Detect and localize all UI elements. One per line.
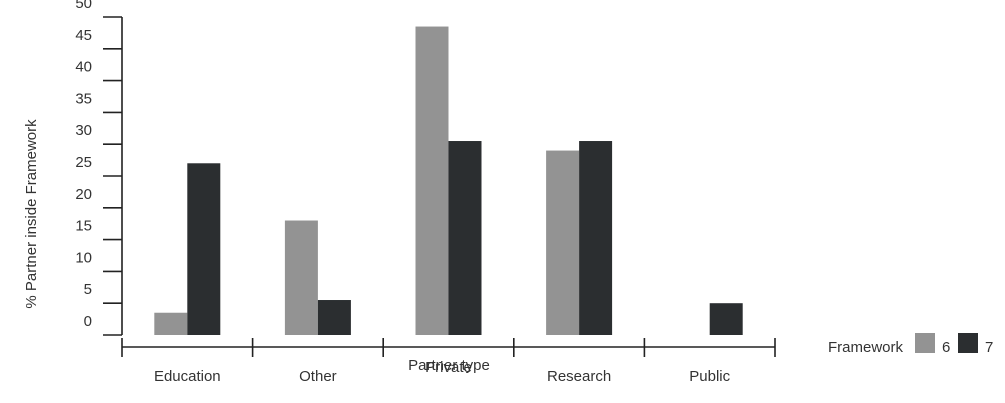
bar-series-6-other [284, 220, 318, 335]
legend-label-6: 6 [942, 339, 950, 356]
legend-title: Framework [828, 339, 904, 356]
y-tick-label: 25 [75, 154, 92, 171]
y-tick-label: 10 [75, 249, 92, 266]
bar-series-7-research [579, 141, 613, 335]
bar-series-7-education [187, 163, 221, 335]
legend-swatch-7 [958, 333, 978, 353]
legend-swatch-6 [915, 333, 935, 353]
y-tick-label: 20 [75, 186, 92, 203]
y-axis-title: % Partner inside Framework [23, 119, 40, 309]
bar-series-7-public [709, 303, 743, 335]
x-axis-title: Partner type [408, 357, 490, 374]
legend-label-7: 7 [985, 339, 993, 356]
bar-series-6-research [546, 150, 580, 335]
x-axis: Education Other Private Research Public [121, 338, 776, 385]
x-tick-label: Private [425, 359, 472, 376]
bar-series-6-private [415, 26, 449, 335]
y-tick-label: 30 [75, 122, 92, 139]
y-axis: 0 5 10 15 20 25 30 35 40 45 50 [75, 0, 123, 336]
y-tick-label: 35 [75, 90, 92, 107]
bar-series-7-other [317, 300, 351, 335]
legend: Framework 6 7 [828, 333, 993, 356]
y-tick-label: 50 [75, 0, 92, 12]
y-tick-label: 5 [84, 281, 92, 298]
x-tick-label: Public [689, 368, 730, 385]
bars [154, 26, 743, 335]
y-tick-label: 15 [75, 218, 92, 235]
bar-series-6-education [154, 312, 188, 335]
y-tick-label: 0 [84, 313, 92, 330]
bar-series-7-private [448, 141, 482, 335]
y-tick-label: 45 [75, 27, 92, 44]
y-tick-label: 40 [75, 59, 92, 76]
x-tick-label: Education [154, 368, 221, 385]
x-tick-label: Other [299, 368, 337, 385]
x-tick-label: Research [547, 368, 611, 385]
